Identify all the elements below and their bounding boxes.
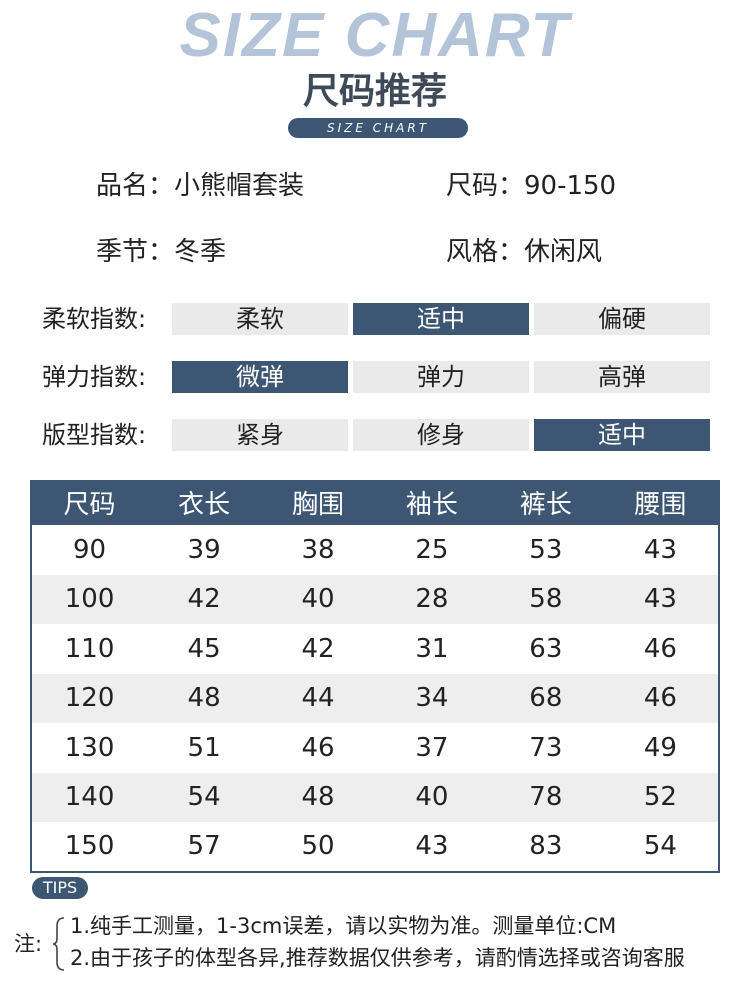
- table-cell: 50: [301, 831, 335, 862]
- table-cell: 46: [301, 732, 335, 763]
- table-cell: 49: [643, 732, 677, 763]
- index-label: 版型指数:: [42, 421, 147, 449]
- table-cell: 53: [529, 534, 563, 565]
- table-row: 90 39 38 25 53 43: [31, 525, 719, 575]
- table-cell: 45: [187, 633, 221, 664]
- index-option: 弹力: [353, 361, 529, 393]
- note-line-1: 1.纯手工测量，1-3cm误差，请以实物为准。测量单位:CM: [70, 914, 617, 938]
- table-row: 150 57 50 43 83 54: [31, 822, 719, 872]
- page-title: 尺码推荐: [302, 71, 447, 112]
- column-header: 胸围: [261, 480, 375, 525]
- table-cell: 43: [602, 574, 719, 624]
- index-label: 柔软指数:: [42, 305, 147, 333]
- table-cell: 40: [374, 772, 489, 822]
- table-row: 140 54 48 40 78 52: [31, 772, 719, 822]
- table-cell: 25: [415, 534, 449, 565]
- subtitle-pill: SIZE CHART: [288, 118, 468, 138]
- index-option: 适中: [534, 419, 710, 451]
- table-cell: 44: [261, 673, 375, 723]
- table-cell: 54: [643, 831, 677, 862]
- size-table: 尺码 衣长 胸围 袖长 裤长 腰围 90 39 38 25 53 43 100 42 40 28 58 43 11…: [30, 480, 720, 873]
- table-cell: 54: [147, 772, 262, 822]
- style: 风格：休闲风: [446, 237, 603, 267]
- table-cell: 42: [301, 633, 335, 664]
- table-cell: 31: [415, 633, 449, 664]
- table-cell: 48: [147, 673, 262, 723]
- index-option: 柔软: [172, 303, 348, 335]
- table-cell: 40: [261, 574, 375, 624]
- table-cell: 58: [488, 574, 603, 624]
- table-row: 100 42 40 28 58 43: [31, 574, 719, 624]
- note-prefix: 注:: [14, 932, 43, 956]
- table-cell: 73: [529, 732, 563, 763]
- index-option: 高弹: [534, 361, 710, 393]
- index-option: 紧身: [172, 419, 348, 451]
- note-line-2: 2.由于孩子的体型各异,推荐数据仅供参考，请酌情选择或咨询客服: [70, 946, 685, 970]
- size-range: 尺码：90-150: [446, 171, 617, 201]
- table-cell: 130: [64, 732, 115, 763]
- table-cell: 90: [73, 534, 107, 565]
- index-option: 微弹: [172, 361, 348, 393]
- table-cell: 43: [415, 831, 449, 862]
- table-cell: 63: [529, 633, 563, 664]
- index-option: 适中: [353, 303, 529, 335]
- table-cell: 57: [187, 831, 221, 862]
- table-cell: 46: [602, 673, 719, 723]
- table-cell: 34: [374, 673, 489, 723]
- table-cell: 48: [261, 772, 375, 822]
- table-cell: 52: [602, 772, 719, 822]
- table-row: 110 45 42 31 63 46: [31, 624, 719, 674]
- table-cell: 68: [488, 673, 603, 723]
- size-chart-background-text: SIZE CHART: [179, 1, 571, 70]
- index-label: 弹力指数:: [42, 363, 147, 391]
- table-row: 130 51 46 37 73 49: [31, 723, 719, 773]
- index-option: 修身: [353, 419, 529, 451]
- table-cell: 38: [301, 534, 335, 565]
- column-header: 袖长: [374, 480, 489, 525]
- column-header: 衣长: [147, 480, 262, 525]
- table-cell: 78: [488, 772, 603, 822]
- table-cell: 46: [643, 633, 677, 664]
- column-header: 腰围: [602, 480, 719, 525]
- brace-icon: [52, 917, 65, 971]
- table-cell: 28: [374, 574, 489, 624]
- table-cell: 39: [187, 534, 221, 565]
- table-cell: 51: [187, 732, 221, 763]
- column-header: 尺码: [31, 480, 148, 525]
- index-option: 偏硬: [534, 303, 710, 335]
- product-name: 品名：小熊帽套装: [96, 171, 305, 201]
- table-row: 120 48 44 34 68 46: [31, 673, 719, 723]
- column-header: 裤长: [488, 480, 603, 525]
- table-cell: 150: [64, 831, 115, 862]
- table-cell: 37: [415, 732, 449, 763]
- table-cell: 100: [31, 574, 148, 624]
- table-cell: 42: [147, 574, 262, 624]
- season: 季节：冬季: [96, 237, 227, 267]
- tips-badge: TIPS: [32, 877, 88, 899]
- table-cell: 140: [31, 772, 148, 822]
- table-cell: 120: [31, 673, 148, 723]
- table-cell: 110: [64, 633, 115, 664]
- table-cell: 43: [643, 534, 677, 565]
- table-cell: 83: [529, 831, 563, 862]
